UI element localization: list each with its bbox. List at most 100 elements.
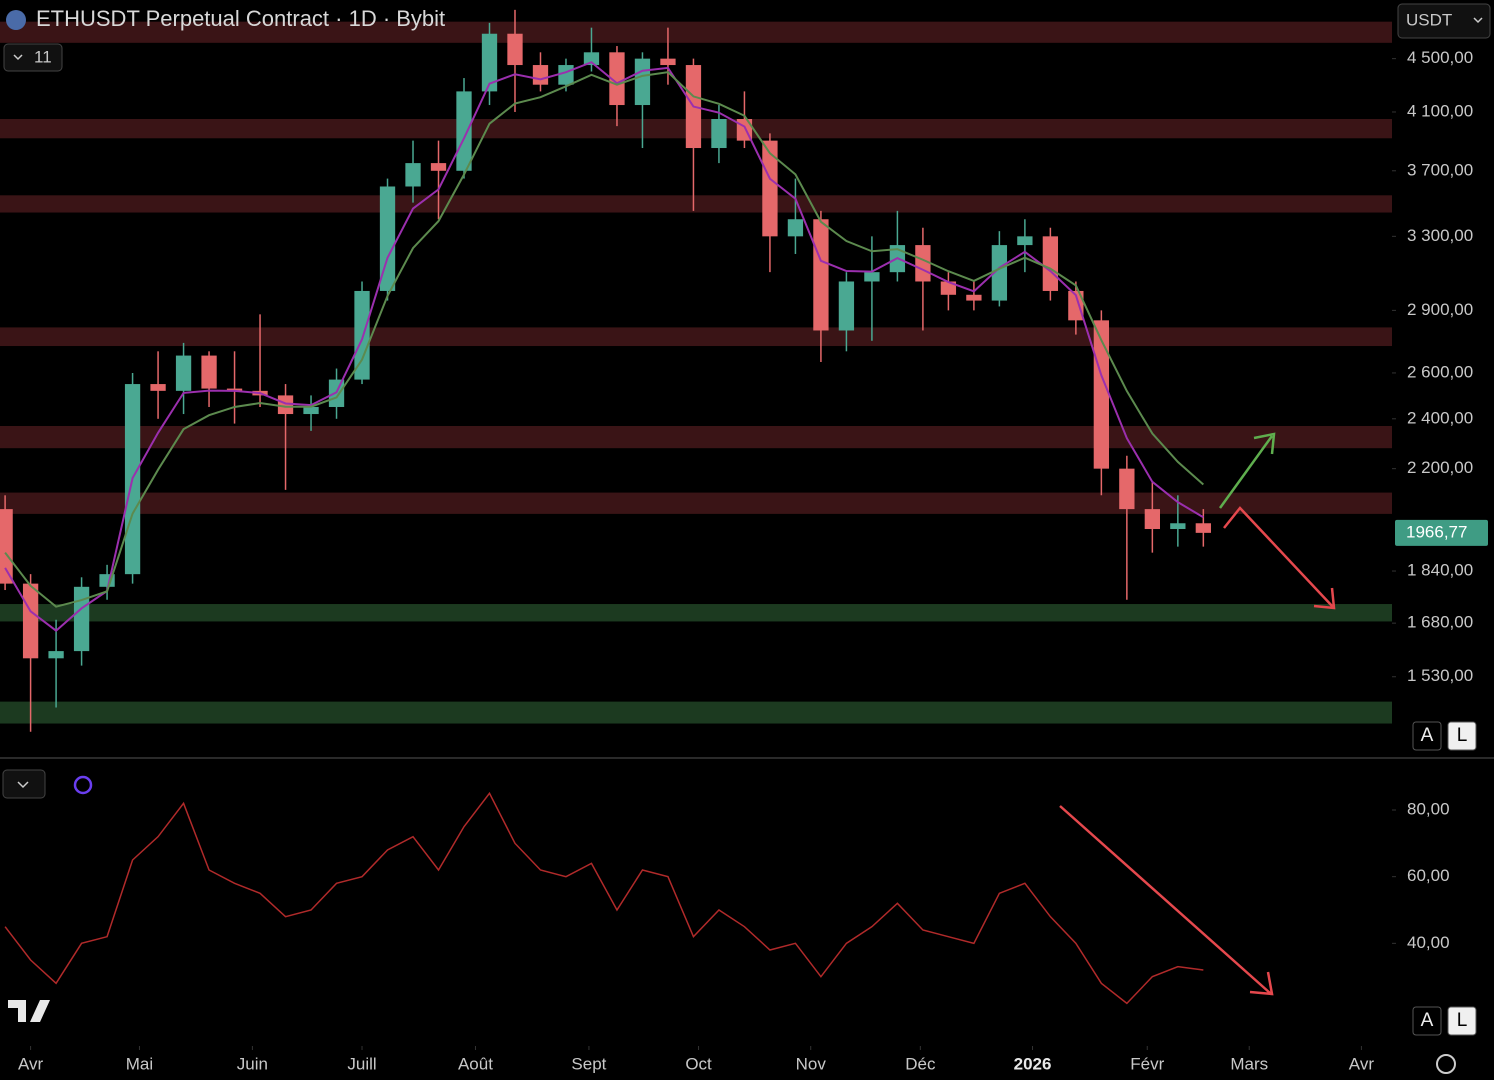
indicator-toggle[interactable]: [3, 43, 63, 72]
y-tick-label: 1 680,00: [1407, 613, 1473, 632]
scale-button-label: A: [1421, 1010, 1434, 1031]
chevron: [13, 54, 23, 61]
scale-button-label: A: [1421, 725, 1434, 746]
zone: [0, 604, 1392, 622]
x-tick-label: Août: [458, 1054, 493, 1073]
last-price-label: 1966,77: [1406, 522, 1467, 541]
candle-body: [787, 219, 804, 237]
candle-body: [915, 245, 931, 282]
candle-body: [354, 290, 370, 380]
y-tick-label: 2 600,00: [1407, 362, 1473, 381]
x-tick-label: Juin: [237, 1054, 268, 1073]
scale-button-label: L: [1457, 1010, 1468, 1031]
y-tick-label: 40,00: [1407, 933, 1450, 952]
candle-body: [379, 186, 396, 291]
x-tick-label: Déc: [905, 1054, 936, 1073]
candle-body: [22, 583, 39, 659]
candle-body: [1042, 236, 1059, 291]
candle-body: [73, 586, 90, 652]
candle-body: [762, 140, 778, 237]
scale-button-label: L: [1457, 725, 1468, 746]
x-tick-label: Juill: [347, 1054, 376, 1073]
moving-average: [4, 61, 1204, 632]
scale-button[interactable]: [1412, 721, 1442, 751]
last-price-tag: [1395, 519, 1488, 546]
up-arrow: [1218, 432, 1276, 509]
candle-body: [1093, 320, 1110, 469]
candle-body: [430, 163, 447, 171]
scale-button[interactable]: [1447, 1006, 1477, 1036]
candle-body: [634, 58, 651, 106]
annotations: [1059, 432, 1336, 996]
candle-body: [456, 91, 472, 171]
rsi-down-arrow: [1059, 805, 1274, 996]
logo: [8, 1000, 50, 1022]
plot: 4 500,00 4 100,00 3 700,00 3 300,00 2 900,00…: [0, 9, 1488, 1073]
x-tick-label: Mars: [1230, 1054, 1268, 1073]
x-tick-label: Oct: [685, 1054, 712, 1073]
y-tick-label: 2 400,00: [1407, 408, 1473, 427]
candle-body: [838, 281, 855, 331]
candle-body: [405, 163, 421, 187]
candle-body: [940, 281, 957, 295]
indicator-count: 11: [34, 47, 52, 66]
candle-body: [558, 65, 574, 85]
candle-body: [660, 58, 676, 66]
candle-body: [303, 406, 319, 415]
x-tick-label: Avr: [1349, 1054, 1375, 1073]
candle-body: [1144, 509, 1160, 530]
y-tick-label: 4 500,00: [1407, 48, 1473, 67]
scale-button[interactable]: [1447, 721, 1477, 751]
y-tick-label: 80,00: [1407, 799, 1450, 818]
down-arrow: [1223, 506, 1336, 610]
y-tick-label: 3 300,00: [1407, 226, 1473, 245]
pane-toggle[interactable]: [2, 769, 46, 799]
candle-body: [1170, 523, 1186, 530]
candle-body: [226, 388, 243, 391]
y-tick-label: 1 840,00: [1407, 561, 1473, 580]
candle-body: [609, 52, 625, 106]
candle-body: [507, 33, 523, 66]
candle-body: [175, 355, 192, 391]
chevron: [17, 781, 29, 789]
x-tick-label: Févr: [1130, 1054, 1164, 1073]
candle-body: [481, 33, 498, 92]
x-tick-label: Mai: [126, 1054, 153, 1073]
candle-body: [48, 651, 64, 659]
candle-body: [583, 52, 600, 66]
currency: USDT: [1406, 10, 1452, 29]
scale-button[interactable]: [1412, 1006, 1442, 1036]
y-tick-label: 60,00: [1407, 866, 1450, 885]
moving-average: [4, 71, 1205, 608]
candle-body: [1068, 290, 1084, 321]
candle-body: [0, 509, 13, 584]
y-tick-label: 4 100,00: [1407, 101, 1473, 120]
y-tick-label: 2 900,00: [1407, 300, 1473, 319]
zone: [0, 492, 1392, 514]
y-tick-label: 1 530,00: [1407, 666, 1473, 685]
chevron: [1473, 17, 1483, 24]
y-tick-label: 2 200,00: [1407, 458, 1473, 477]
candle-body: [277, 395, 294, 415]
candle-body: [1017, 236, 1033, 246]
candle-body: [864, 272, 880, 282]
candle-body: [532, 65, 549, 85]
sync-icon[interactable]: [73, 775, 93, 795]
y-tick-label: 3 700,00: [1407, 160, 1473, 179]
settings-icon[interactable]: [1436, 1054, 1456, 1074]
zone: [0, 426, 1392, 449]
candle-body: [966, 294, 982, 301]
candle-body: [150, 384, 166, 391]
candle-body: [201, 355, 217, 389]
candle-body: [1195, 523, 1211, 533]
x-tick-label: Avr: [18, 1054, 44, 1073]
zone: [0, 327, 1392, 347]
candle-body: [711, 119, 727, 149]
candle-body: [991, 245, 1008, 301]
currency-select[interactable]: [1397, 3, 1491, 39]
candle-body: [1119, 468, 1135, 510]
rsi-line: [4, 791, 1204, 1005]
x-tick-label: 2026: [1014, 1054, 1052, 1073]
candle-body: [813, 219, 829, 331]
